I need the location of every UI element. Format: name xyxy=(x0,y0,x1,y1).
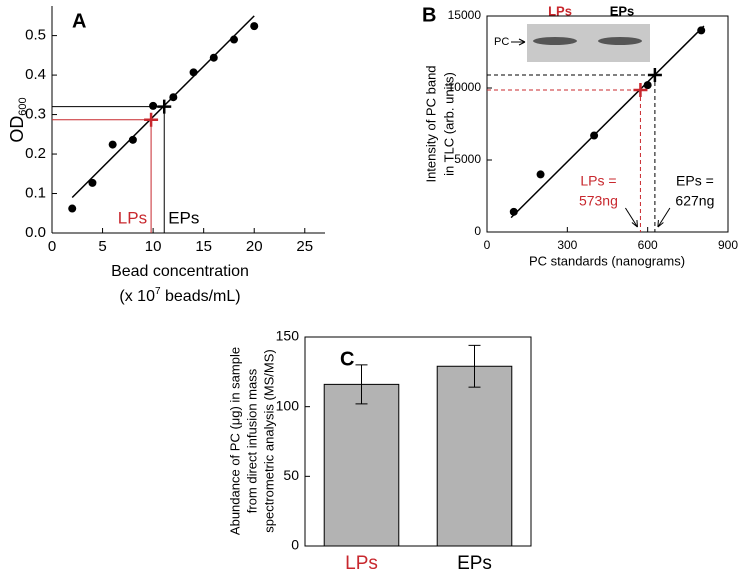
band-arrowhead xyxy=(518,38,526,46)
y-tick-label: 50 xyxy=(283,467,299,483)
y-tick-label: 0 xyxy=(291,537,299,553)
data-point xyxy=(169,93,178,102)
marker-cross xyxy=(144,112,159,127)
marker-cross xyxy=(647,68,662,83)
x-tick-label: LPs xyxy=(345,553,378,571)
x-axis-label: PC standards (nanograms) xyxy=(529,253,685,268)
plot-frame xyxy=(486,15,729,233)
marker-arrow xyxy=(657,207,671,228)
y-axis-label: OD600 xyxy=(7,97,29,142)
x-axis-label-part: (x 10 xyxy=(119,288,155,305)
x-tick-label: 900 xyxy=(718,238,738,252)
y-tick-label: 150 xyxy=(276,328,300,344)
band-label: PC xyxy=(494,36,509,48)
y-tick-label: 10000 xyxy=(448,80,482,94)
data-point xyxy=(536,170,545,179)
x-tick-label: 600 xyxy=(638,238,658,252)
x-tick-label: EPs xyxy=(457,553,492,571)
x-tick-label: 5 xyxy=(98,238,106,255)
x-axis-label-superscript: 7 xyxy=(155,286,161,297)
data-point xyxy=(697,26,706,35)
x-tick-label: 25 xyxy=(296,238,313,255)
y-axis-label: in TLC (arb. units) xyxy=(441,72,456,176)
marker-label: LPs xyxy=(118,208,147,227)
y-axis-label: Intensity of PC band xyxy=(423,65,438,182)
x-tick-label: 300 xyxy=(557,238,577,252)
fit-line xyxy=(510,25,705,219)
data-point xyxy=(590,131,599,140)
y-tick-label: 0.0 xyxy=(25,224,46,241)
gel-band xyxy=(533,37,577,45)
x-axis-label: Bead concentration xyxy=(111,263,249,280)
data-point xyxy=(509,207,518,216)
y-tick-label: 0 xyxy=(474,224,481,238)
panel-label: A xyxy=(72,10,86,32)
gel-band xyxy=(598,37,642,45)
marker-label: EPs = xyxy=(676,173,714,189)
x-axis-label-part: beads/mL) xyxy=(161,288,241,305)
y-tick-label: 100 xyxy=(276,397,300,413)
marker-cross xyxy=(633,83,648,98)
marker-arrowhead xyxy=(657,219,664,228)
x-tick-label: 10 xyxy=(145,238,162,255)
data-point xyxy=(643,81,652,90)
y-axis-label-subscript: 600 xyxy=(17,97,29,115)
data-point xyxy=(128,135,137,144)
x-tick-label: 20 xyxy=(246,238,263,255)
bar xyxy=(436,365,513,547)
panel-label: C xyxy=(340,348,354,370)
y-axis-label-main: OD xyxy=(7,116,27,143)
data-point xyxy=(108,140,117,149)
data-point xyxy=(250,22,259,31)
lane-label: LPs xyxy=(548,3,572,18)
bar xyxy=(323,383,400,547)
y-tick-label: 15000 xyxy=(448,8,482,22)
plot-frame xyxy=(304,336,532,547)
y-axis-label: Abundance of PC (μg) in sample xyxy=(227,347,242,535)
data-point xyxy=(88,178,97,187)
data-point xyxy=(68,204,77,213)
x-tick-label: 0 xyxy=(484,238,491,252)
marker-arrow xyxy=(625,207,638,228)
marker-label: 573ng xyxy=(579,193,618,209)
marker-arrowhead xyxy=(631,219,638,228)
y-tick-label: 0.4 xyxy=(25,66,46,83)
y-axis-label: spectrometric analysis (MS/MS) xyxy=(261,349,276,532)
data-point xyxy=(149,101,158,110)
data-point xyxy=(230,35,238,44)
marker-label: EPs xyxy=(168,208,199,227)
x-axis-label: (x 107 beads/mL) xyxy=(119,286,240,306)
y-tick-label: 0.5 xyxy=(25,27,46,44)
panel-label: B xyxy=(422,4,436,26)
y-tick-label: 0.2 xyxy=(25,145,46,162)
lane-label: EPs xyxy=(610,3,635,18)
y-tick-label: 5000 xyxy=(454,152,481,166)
x-tick-label: 15 xyxy=(195,238,212,255)
x-tick-label: 0 xyxy=(48,238,56,255)
y-axis-label: from direct infusion mass xyxy=(244,368,259,513)
marker-label: 627ng xyxy=(675,193,714,209)
marker-label: LPs = xyxy=(580,173,616,189)
data-point xyxy=(209,53,218,62)
y-tick-label: 0.3 xyxy=(25,106,46,123)
y-tick-label: 0.1 xyxy=(25,184,46,201)
marker-cross xyxy=(157,99,172,114)
data-point xyxy=(189,68,198,77)
